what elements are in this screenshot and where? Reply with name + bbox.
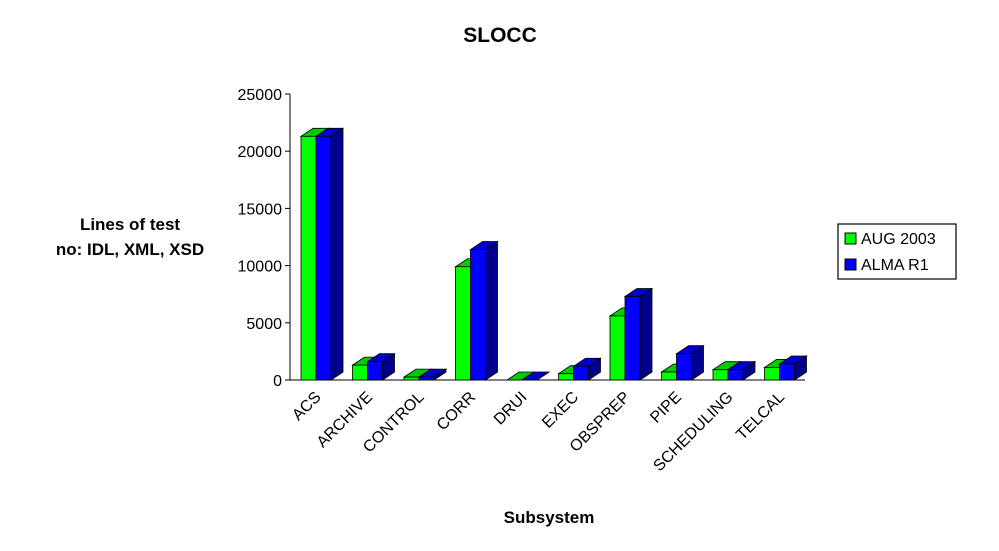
bar-scheduling-alma-r1 xyxy=(726,360,757,381)
bar-front xyxy=(352,364,368,381)
x-tick-label: ACS xyxy=(289,389,324,424)
bar-front xyxy=(661,371,677,381)
bar-archive-alma-r1 xyxy=(366,352,396,381)
x-axis-title: Subsystem xyxy=(504,508,595,527)
bar-front xyxy=(418,376,435,381)
bar-front xyxy=(764,367,780,381)
bar-top xyxy=(520,371,551,381)
chart-title: SLOCC xyxy=(463,24,537,47)
bar-front xyxy=(558,373,574,381)
bar-front xyxy=(712,369,729,381)
bar-obsprep-alma-r1 xyxy=(623,287,654,381)
bar-front xyxy=(779,363,795,381)
bar-front xyxy=(367,361,383,381)
bar-front xyxy=(315,135,332,381)
y-ticks: 0 5000 10000 15000 20000 25000 xyxy=(238,87,290,390)
legend-label-alma-r1: ALMA R1 xyxy=(861,257,929,274)
bar-front xyxy=(573,365,589,381)
x-tick-label: DRUI xyxy=(491,389,531,429)
bar-corr-alma-r1 xyxy=(469,240,499,381)
x-tick-label: PIPE xyxy=(647,389,685,427)
y-tick-label: 10000 xyxy=(238,259,283,276)
legend: AUG 2003 ALMA R1 xyxy=(837,223,957,280)
bar-front xyxy=(455,266,471,381)
y-axis-title-line-1: Lines of test xyxy=(80,215,180,234)
y-axis-title-line-2: no: IDL, XML, XSD xyxy=(56,240,204,259)
y-tick-label: 15000 xyxy=(238,201,283,218)
bar-front xyxy=(470,249,486,381)
bar-drui-alma-r1 xyxy=(520,371,551,381)
bar-front xyxy=(624,296,641,381)
y-tick-label: 20000 xyxy=(238,144,283,161)
bar-front xyxy=(403,376,420,381)
bar-front xyxy=(609,315,626,381)
bar-control-alma-r1 xyxy=(417,368,448,381)
y-tick-label: 5000 xyxy=(246,316,282,333)
y-tick-label: 0 xyxy=(273,373,282,390)
legend-swatch-aug-2003 xyxy=(844,232,857,245)
x-tick-label: EXEC xyxy=(539,389,582,432)
bar-front xyxy=(300,135,317,381)
x-tick-label: CORR xyxy=(434,389,479,434)
legend-swatch-alma-r1 xyxy=(844,258,857,271)
bar-side xyxy=(330,127,344,381)
bars xyxy=(299,127,808,381)
bar-acs-alma-r1 xyxy=(314,127,345,381)
bar-pipe-alma-r1 xyxy=(675,344,705,381)
y-tick-label: 25000 xyxy=(238,87,283,104)
legend-label-aug-2003: AUG 2003 xyxy=(861,231,936,248)
bar-exec-alma-r1 xyxy=(572,357,602,381)
bar-telcal-alma-r1 xyxy=(778,355,808,381)
bar-front xyxy=(676,353,692,381)
bar-side xyxy=(485,240,498,381)
x-tick-label: TELCAL xyxy=(733,389,788,444)
bar-front xyxy=(727,369,744,381)
legend-box xyxy=(837,223,957,280)
bar-side xyxy=(639,287,653,381)
